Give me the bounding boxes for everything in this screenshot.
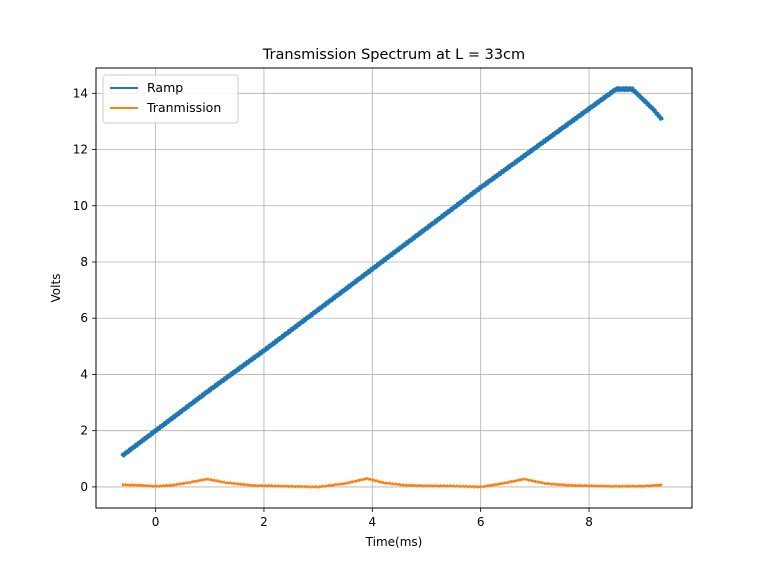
legend-label-ramp: Ramp	[147, 80, 183, 95]
legend: Ramp Tranmission	[102, 74, 239, 124]
ticks: 0 2 4 6 8 0 2 4 6 8 10 12 14	[73, 86, 593, 529]
y-tick-label: 4	[80, 367, 88, 381]
legend-label-tranmission: Tranmission	[146, 100, 221, 115]
y-tick-label: 2	[80, 424, 88, 438]
x-tick-label: 4	[369, 515, 377, 529]
series-line-tranmission	[121, 476, 663, 489]
x-tick-label: 2	[260, 515, 268, 529]
y-tick-label: 0	[80, 480, 88, 494]
series-line-ramp	[120, 86, 664, 458]
x-axis-label: Time(ms)	[365, 535, 423, 549]
y-tick-label: 10	[73, 199, 88, 213]
grid	[96, 68, 692, 508]
series-layer	[120, 86, 664, 489]
y-tick-label: 8	[80, 255, 88, 269]
y-tick-label: 6	[80, 311, 88, 325]
y-axis-label: Volts	[49, 274, 63, 303]
x-tick-label: 8	[585, 515, 593, 529]
plot-frame	[95, 67, 693, 509]
y-tick-label: 14	[73, 86, 88, 100]
x-tick-label: 0	[152, 515, 160, 529]
x-tick-label: 6	[477, 515, 485, 529]
y-tick-label: 12	[73, 143, 88, 157]
chart-title: Transmission Spectrum at L = 33cm	[262, 47, 525, 63]
